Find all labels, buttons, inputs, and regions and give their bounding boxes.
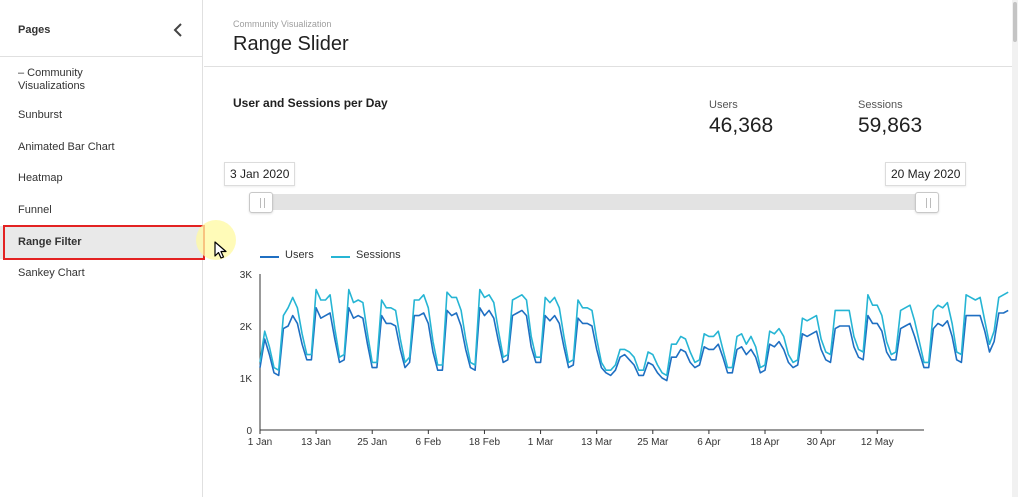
- sidebar-item-sankey-chart[interactable]: Sankey Chart: [18, 267, 85, 279]
- collapse-sidebar-button[interactable]: [170, 20, 188, 40]
- sidebar-item-animated-bar-chart[interactable]: Animated Bar Chart: [18, 141, 115, 153]
- sidebar-item-sunburst[interactable]: Sunburst: [18, 109, 63, 121]
- scrollbar[interactable]: [1012, 0, 1018, 497]
- chart-title: User and Sessions per Day: [233, 96, 388, 110]
- sidebar-item-heatmap[interactable]: Heatmap: [18, 172, 63, 184]
- chevron-left-icon: [173, 23, 182, 37]
- report-canvas: Community Visualization Range Slider: [204, 0, 1018, 497]
- range-slider-start-handle[interactable]: [249, 192, 273, 213]
- range-start-date: 3 Jan 2020: [224, 162, 296, 186]
- sidebar-item-range-filter[interactable]: Range Filter: [0, 226, 203, 259]
- mouse-cursor-icon: [214, 241, 227, 259]
- legend-swatch-sessions: [331, 256, 350, 258]
- users-metric-value: 46,368: [709, 114, 774, 137]
- sidebar-item-funnel[interactable]: Funnel: [18, 204, 52, 216]
- page-header: Community Visualization Range Slider: [204, 0, 1018, 67]
- legend-swatch-users: [260, 256, 279, 258]
- sessions-metric-label: Sessions: [858, 99, 903, 111]
- users-metric-label: Users: [709, 99, 738, 111]
- sidebar-item-community-visualizations[interactable]: – Community Visualizations: [18, 67, 86, 92]
- sidebar-title: Pages: [18, 24, 51, 36]
- range-end-date: 20 May 2020: [885, 162, 967, 186]
- page-title: Range Slider: [233, 33, 349, 55]
- legend-item-sessions[interactable]: Sessions: [356, 249, 401, 261]
- legend-item-users[interactable]: Users: [285, 249, 314, 261]
- sidebar-header: Pages: [0, 0, 202, 57]
- scrollbar-thumb[interactable]: [1013, 2, 1017, 42]
- range-slider-track[interactable]: [249, 194, 939, 210]
- sessions-metric-value: 59,863: [858, 114, 923, 137]
- sidebar: Pages – Community Visualizations Sunburs…: [0, 0, 203, 497]
- breadcrumb: Community Visualization: [233, 19, 332, 29]
- range-slider-end-handle[interactable]: [915, 192, 939, 213]
